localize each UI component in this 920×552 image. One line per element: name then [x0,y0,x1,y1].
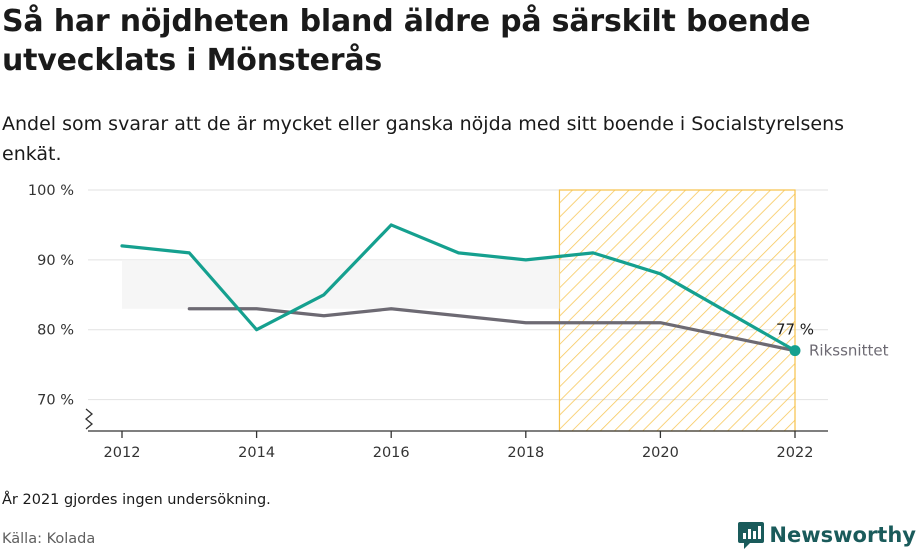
annotations: 77 % Rikssnittet [776,321,889,360]
y-tick-label: 90 % [37,253,74,269]
national-average-line [187,307,797,353]
x-tick-label: 2012 [104,445,141,461]
x-tick-label: 2018 [507,445,544,461]
brand-name: Newsworthy [769,523,916,547]
chart-subtitle: Andel som svarar att de är mycket eller … [2,113,845,165]
y-tick-label: 100 % [28,183,74,199]
footnote: År 2021 gjordes ingen undersökning. [2,492,271,508]
y-axis: 100 % 90 % 80 % 70 % [28,183,94,430]
chart-title: Så har nöjdheten bland äldre på särskilt… [2,4,811,78]
axis-break-icon [84,408,94,430]
brand-logo: Newsworthy [737,520,916,550]
line-chart: 100 %90 %80 %70 % 2012 2014 2016 2018 2020 20… [28,183,889,461]
x-axis: 2012 2014 2016 2018 2020 2022 [88,430,828,461]
x-tick-label: 2020 [642,445,679,461]
hatched-highlight-area [558,189,796,432]
newsworthy-logo-icon [738,522,765,549]
reference-band [122,259,560,309]
x-tick-label: 2022 [777,445,814,461]
series-label: Rikssnittet [809,342,889,360]
end-value-label: 77 % [776,321,814,339]
end-point-marker [789,345,801,357]
y-tick-label: 80 % [37,323,74,339]
x-tick-label: 2014 [238,445,275,461]
reference-band [122,259,560,309]
highlight-period [558,189,796,432]
local-series-line [120,223,797,353]
y-tick-label: 70 % [37,393,74,409]
source-text: Källa: Kolada [2,531,96,547]
x-tick-label: 2016 [373,445,410,461]
series [120,223,801,357]
